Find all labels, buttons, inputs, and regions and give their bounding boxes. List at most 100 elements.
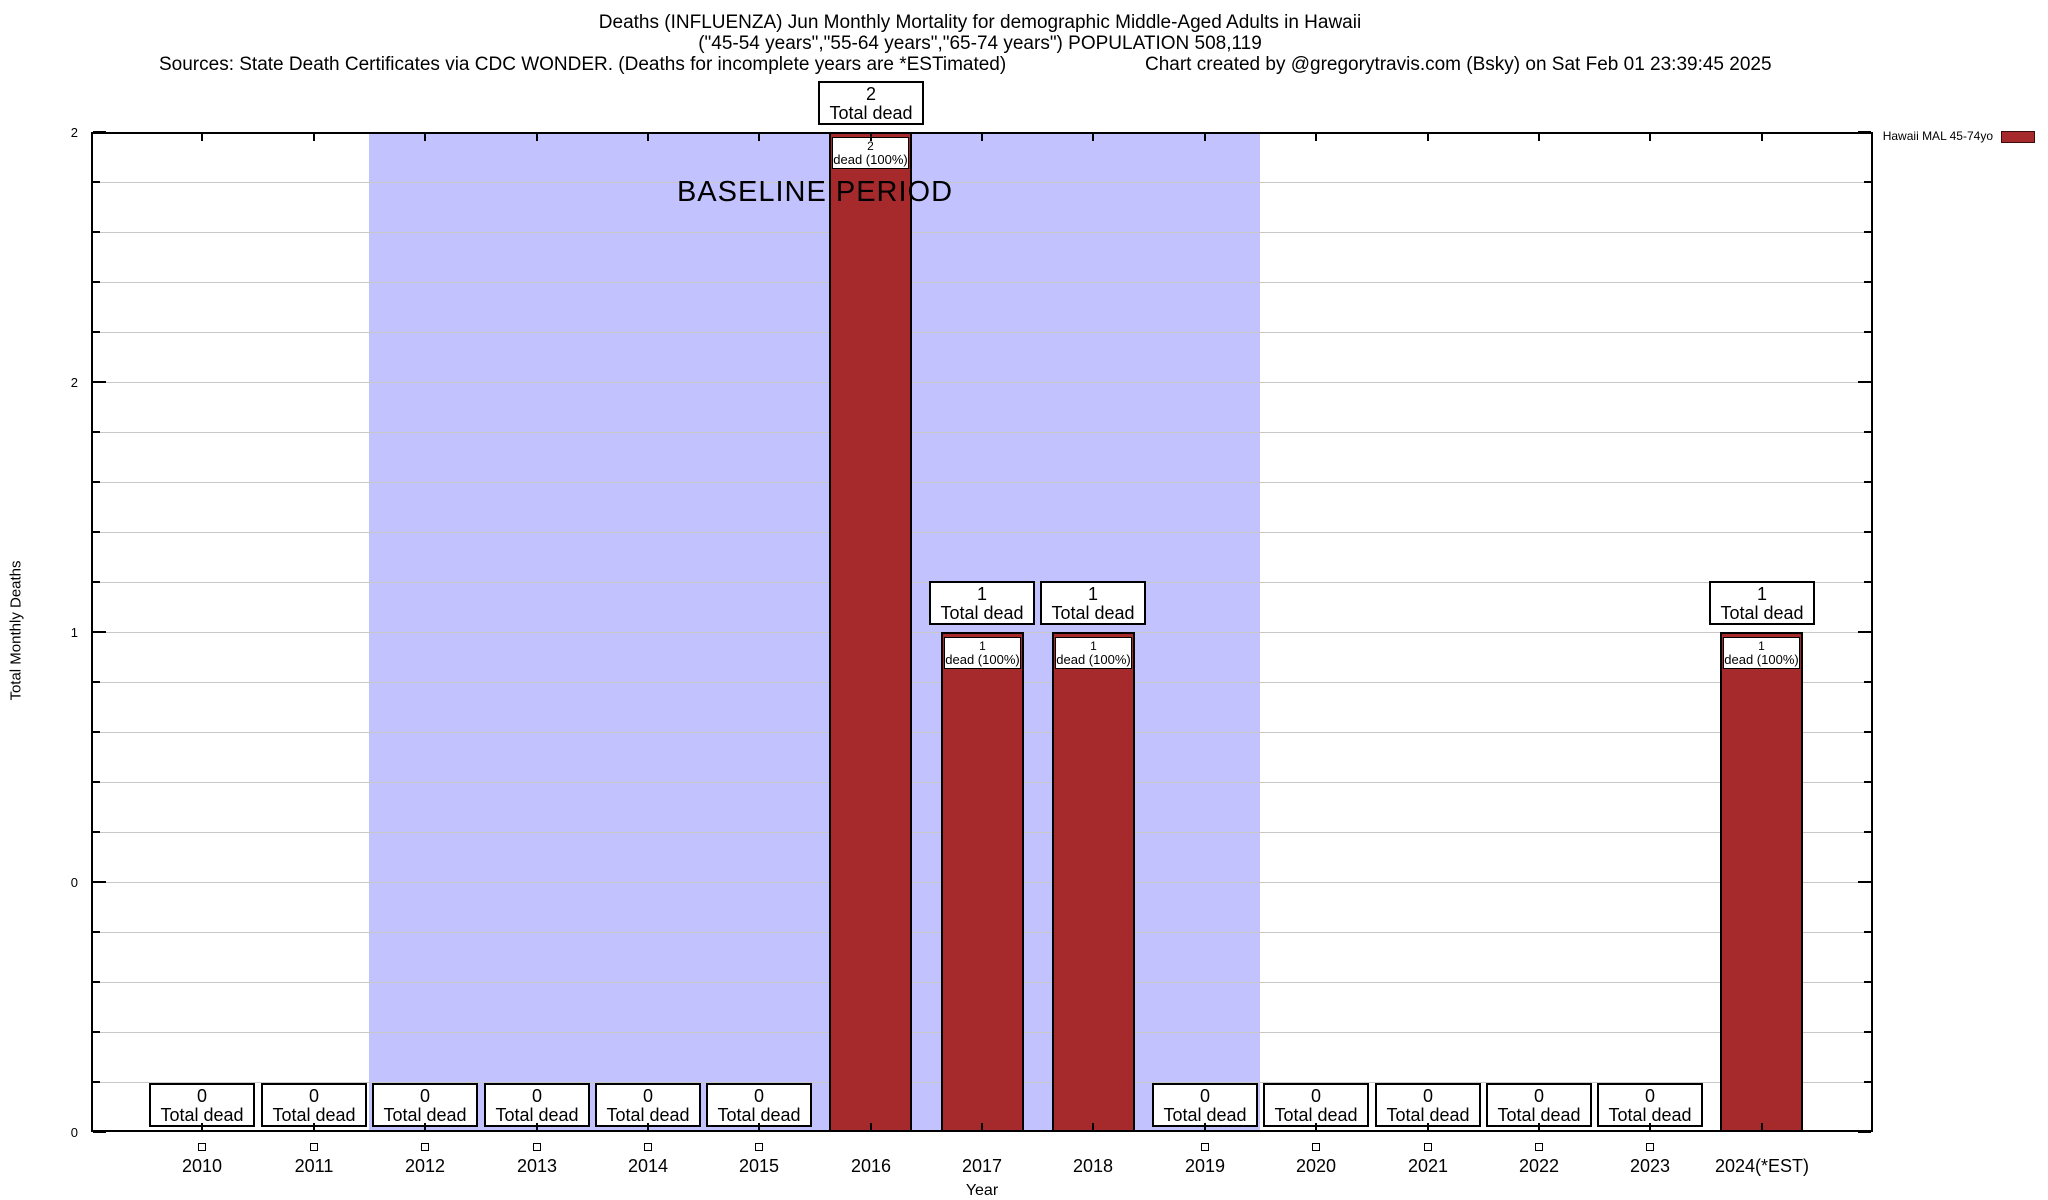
y-axis-tick <box>93 831 100 833</box>
x-tick-label: 2015 <box>738 1156 780 1176</box>
total-dead-box-text: Total dead <box>829 103 913 123</box>
total-dead-box-value: 0 <box>642 1086 653 1106</box>
bar-pct-box: 1 dead (100%) <box>1723 637 1800 669</box>
total-dead-box-text: Total dead <box>272 1105 356 1125</box>
zero-value-marker <box>421 1143 429 1151</box>
zero-value-marker <box>755 1143 763 1151</box>
x-axis-tick-top <box>536 134 538 141</box>
y-axis-tick-mirror <box>1864 681 1871 683</box>
total-dead-box: 0 Total dead <box>1263 1083 1369 1127</box>
total-dead-box: 0 Total dead <box>1486 1083 1592 1127</box>
bar-pct-box-value: 1 <box>1090 639 1097 653</box>
x-axis-tick-bottom <box>1092 1123 1094 1130</box>
x-axis-tick-top <box>1649 134 1651 141</box>
total-dead-box: 0 Total dead <box>149 1083 255 1127</box>
total-dead-box: 1 Total dead <box>1709 581 1815 625</box>
y-gridline <box>91 382 1873 383</box>
total-dead-box-value: 0 <box>1422 1086 1433 1106</box>
y-axis-tick-mirror <box>1858 381 1871 383</box>
y-axis-tick-mirror <box>1864 331 1871 333</box>
y-axis-tick-mirror <box>1864 231 1871 233</box>
y-axis-tick <box>93 381 106 383</box>
x-axis-tick-bottom <box>1761 1123 1763 1130</box>
y-axis-tick <box>93 881 106 883</box>
bar-pct-box-value: 1 <box>979 639 986 653</box>
y-axis-tick <box>93 731 100 733</box>
y-axis-tick-mirror <box>1864 1081 1871 1083</box>
x-axis-tick-top <box>1538 134 1540 141</box>
x-axis-title: Year <box>965 1182 999 1199</box>
x-tick-label: 2023 <box>1629 1156 1671 1176</box>
zero-value-marker <box>198 1143 206 1151</box>
total-dead-box: 0 Total dead <box>261 1083 367 1127</box>
total-dead-box-text: Total dead <box>383 1105 467 1125</box>
y-axis-tick <box>93 631 106 633</box>
y-tick-label: 1 <box>70 625 78 640</box>
y-axis-tick-mirror <box>1864 531 1871 533</box>
total-dead-box-text: Total dead <box>1497 1105 1581 1125</box>
y-axis-tick-mirror <box>1864 581 1871 583</box>
y-axis-tick <box>93 431 100 433</box>
chart-source-note: Sources: State Death Certificates via CD… <box>159 54 1007 75</box>
total-dead-box-value: 0 <box>196 1086 207 1106</box>
y-axis-tick <box>93 331 100 333</box>
y-axis-tick-mirror <box>1864 981 1871 983</box>
legend-series-label: Hawaii MAL 45-74yo <box>1882 129 1993 143</box>
y-axis-tick <box>93 231 100 233</box>
y-axis-tick-mirror <box>1858 881 1871 883</box>
total-dead-box-text: Total dead <box>1051 603 1135 623</box>
x-tick-label: 2013 <box>516 1156 558 1176</box>
total-dead-box-text: Total dead <box>1608 1105 1692 1125</box>
x-axis-tick-bottom <box>1204 1123 1206 1130</box>
x-axis-tick-bottom <box>981 1123 983 1130</box>
x-axis-tick-bottom <box>313 1123 315 1130</box>
y-axis-tick-mirror <box>1858 131 1871 133</box>
x-tick-label: 2012 <box>404 1156 446 1176</box>
y-gridline <box>91 532 1873 533</box>
total-dead-box-text: Total dead <box>160 1105 244 1125</box>
x-axis-tick-bottom <box>1649 1123 1651 1130</box>
y-gridline <box>91 282 1873 283</box>
y-gridline <box>91 432 1873 433</box>
bar-pct-box-value: 1 <box>1758 639 1765 653</box>
bar-pct-box: 1 dead (100%) <box>944 637 1021 669</box>
zero-value-marker <box>1424 1143 1432 1151</box>
total-dead-box-value: 0 <box>1533 1086 1544 1106</box>
x-tick-label: 2019 <box>1184 1156 1226 1176</box>
mortality-bar <box>1052 632 1135 1132</box>
total-dead-box-text: Total dead <box>717 1105 801 1125</box>
x-axis-tick-top <box>1092 134 1094 141</box>
total-dead-box-value: 1 <box>1756 584 1767 604</box>
y-axis-tick <box>93 981 100 983</box>
y-axis-tick-mirror <box>1864 1031 1871 1033</box>
y-axis-tick <box>93 581 100 583</box>
x-axis-tick-bottom <box>536 1123 538 1130</box>
y-axis-tick-mirror <box>1858 631 1871 633</box>
y-axis-tick <box>93 931 100 933</box>
y-tick-label: 2 <box>70 375 78 390</box>
x-tick-label: 2010 <box>181 1156 223 1176</box>
y-gridline <box>91 182 1873 183</box>
bar-pct-box-text: dead (100%) <box>945 652 1020 667</box>
y-axis-tick <box>93 131 106 133</box>
chart-credit-note: Chart created by @gregorytravis.com (Bsk… <box>1145 54 1772 75</box>
total-dead-box: 1 Total dead <box>929 581 1035 625</box>
x-axis-tick-top <box>1204 134 1206 141</box>
x-tick-label: 2020 <box>1295 1156 1337 1176</box>
x-axis-tick-bottom <box>647 1123 649 1130</box>
x-axis-tick-bottom <box>424 1123 426 1130</box>
total-dead-box: 0 Total dead <box>1597 1083 1703 1127</box>
y-axis-tick-mirror <box>1864 481 1871 483</box>
y-axis-tick <box>93 1081 100 1083</box>
total-dead-box-value: 0 <box>308 1086 319 1106</box>
y-axis-tick-mirror <box>1864 931 1871 933</box>
bar-pct-box-value: 2 <box>867 139 874 153</box>
total-dead-box-value: 0 <box>1644 1086 1655 1106</box>
x-axis-tick-top <box>1761 134 1763 141</box>
mortality-bar <box>1720 632 1803 1132</box>
bar-pct-box: 2 dead (100%) <box>832 137 909 169</box>
y-axis-tick <box>93 681 100 683</box>
y-axis-tick-mirror <box>1858 1131 1871 1133</box>
x-axis-tick-top <box>1315 134 1317 141</box>
total-dead-box: 2 Total dead <box>818 81 924 125</box>
